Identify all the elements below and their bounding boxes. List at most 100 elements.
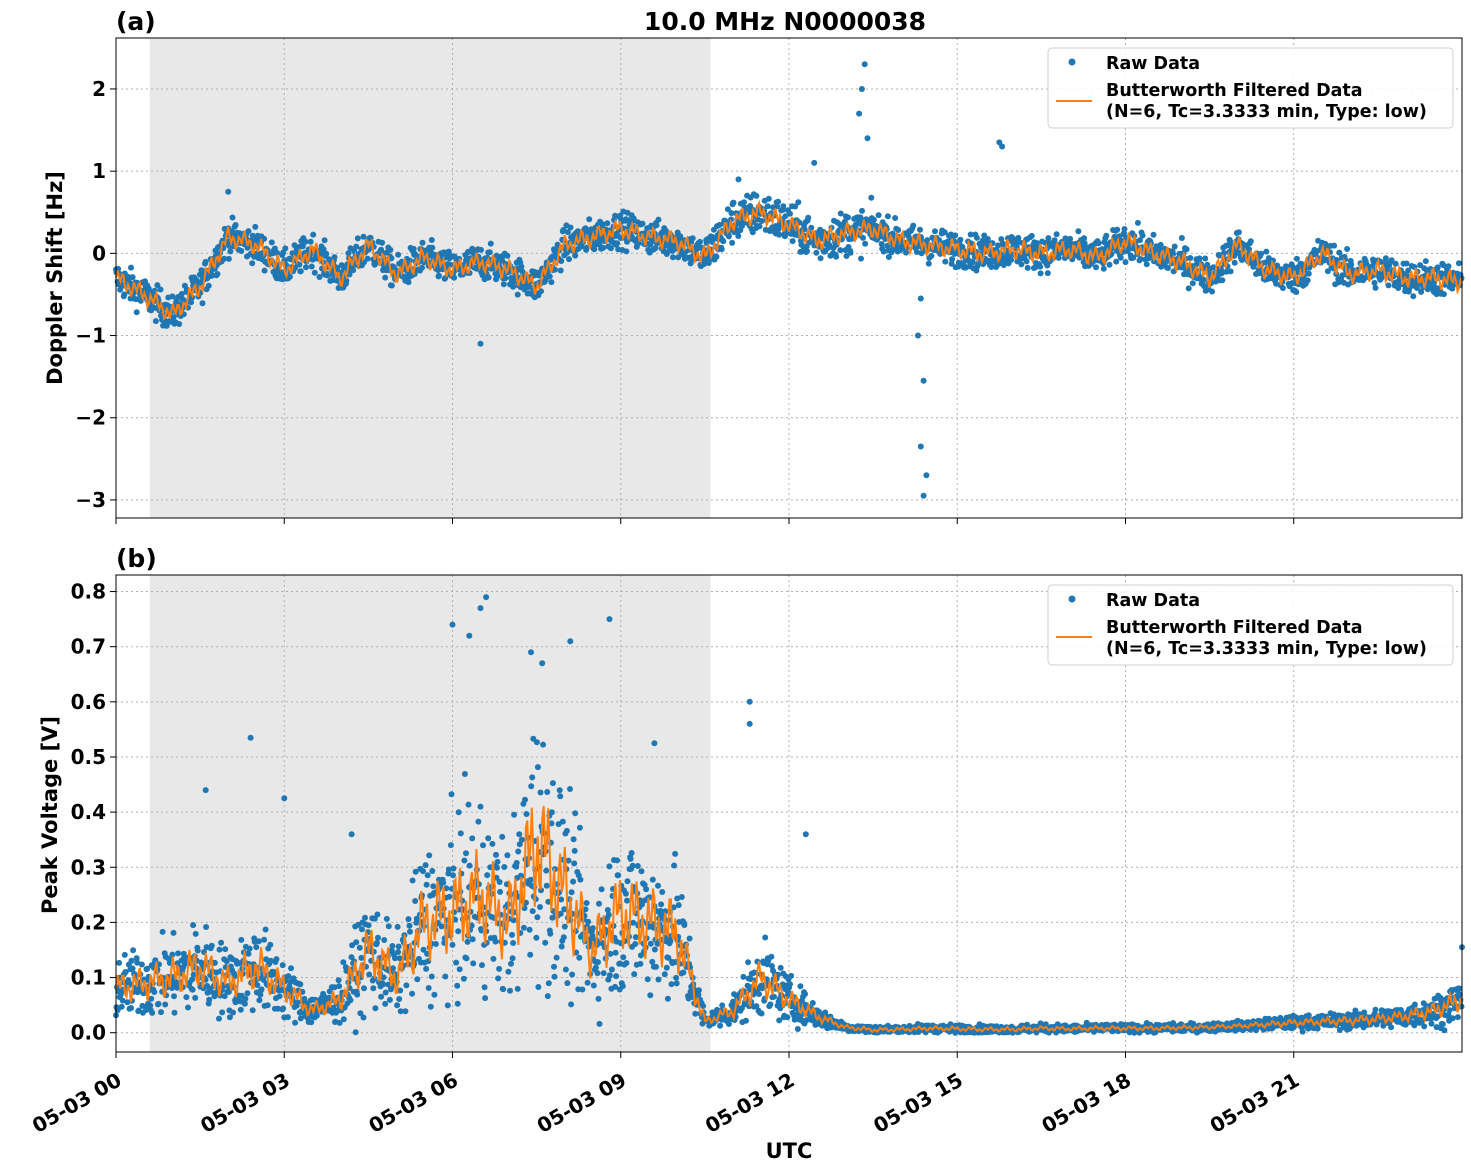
raw-point xyxy=(647,992,654,999)
raw-point xyxy=(741,199,747,206)
raw-point xyxy=(244,244,251,251)
raw-point xyxy=(308,263,315,270)
raw-point xyxy=(1209,288,1215,295)
raw-point xyxy=(1293,289,1300,295)
raw-point xyxy=(361,985,367,992)
raw-point xyxy=(1075,228,1082,235)
y-ticks-a: 210−1−2−3 xyxy=(75,77,116,512)
raw-point xyxy=(499,833,506,840)
raw-point xyxy=(192,930,199,937)
raw-point xyxy=(158,1009,164,1016)
raw-point xyxy=(612,949,619,956)
raw-point xyxy=(423,881,430,888)
raw-point xyxy=(862,240,869,247)
raw-point xyxy=(1106,261,1113,268)
raw-point xyxy=(728,216,734,223)
raw-point xyxy=(121,951,128,958)
raw-point xyxy=(375,934,381,941)
raw-point xyxy=(138,961,145,968)
raw-point xyxy=(606,972,613,979)
raw-point xyxy=(510,940,517,946)
raw-point xyxy=(605,911,612,918)
raw-point xyxy=(245,950,252,957)
raw-point xyxy=(206,996,213,1003)
panel-a: 210−1−2−3 (a) Doppler Shift [Hz] Raw Dat… xyxy=(43,7,1465,524)
raw-point xyxy=(667,938,674,945)
raw-point xyxy=(556,787,563,794)
raw-point xyxy=(988,264,995,270)
raw-point xyxy=(229,214,236,221)
raw-point xyxy=(758,218,765,224)
raw-point xyxy=(292,1019,299,1026)
raw-point xyxy=(758,1010,765,1017)
raw-point xyxy=(558,943,565,950)
raw-point xyxy=(544,789,551,795)
raw-point xyxy=(705,260,712,266)
raw-point xyxy=(903,249,909,256)
raw-point xyxy=(1044,262,1051,269)
raw-point xyxy=(568,889,575,896)
raw-point xyxy=(787,981,793,988)
raw-point xyxy=(570,878,577,885)
raw-point xyxy=(730,199,737,206)
raw-point xyxy=(629,862,636,869)
night-shade-a xyxy=(149,38,711,518)
raw-point xyxy=(1139,232,1146,239)
raw-point xyxy=(453,959,460,966)
raw-point xyxy=(129,965,136,972)
raw-point xyxy=(171,993,177,1000)
raw-point xyxy=(230,1009,236,1016)
raw-point xyxy=(155,1000,162,1007)
raw-point xyxy=(649,876,656,883)
raw-point xyxy=(647,940,654,947)
raw-point xyxy=(1008,256,1015,263)
raw-point xyxy=(500,986,507,993)
raw-point xyxy=(557,267,564,274)
raw-point xyxy=(713,253,720,260)
raw-point xyxy=(379,239,386,246)
raw-point xyxy=(360,1014,367,1021)
raw-point xyxy=(697,238,703,245)
raw-point xyxy=(380,981,387,988)
raw-point xyxy=(607,245,614,252)
raw-point xyxy=(343,277,350,284)
raw-point xyxy=(765,195,772,202)
raw-point xyxy=(469,835,476,842)
raw-point xyxy=(216,1015,222,1022)
raw-point xyxy=(805,214,812,221)
raw-point xyxy=(422,862,429,869)
raw-point xyxy=(492,938,499,945)
raw-point xyxy=(1034,240,1040,247)
raw-point xyxy=(516,831,523,838)
raw-point xyxy=(624,897,630,904)
raw-point xyxy=(586,216,593,223)
raw-point xyxy=(591,246,598,253)
raw-point xyxy=(502,275,509,282)
raw-point xyxy=(569,971,576,978)
raw-point xyxy=(428,973,435,980)
raw-point xyxy=(598,886,605,893)
raw-point xyxy=(419,239,426,246)
raw-point-spike xyxy=(920,492,927,499)
raw-point xyxy=(595,959,601,966)
raw-point xyxy=(256,997,263,1004)
raw-point xyxy=(1227,268,1234,275)
raw-point xyxy=(813,249,820,256)
raw-point xyxy=(700,1003,707,1009)
raw-point xyxy=(672,850,679,857)
raw-point-spike xyxy=(999,143,1006,150)
raw-point xyxy=(299,243,306,250)
raw-point xyxy=(1258,250,1265,257)
raw-point xyxy=(280,1005,287,1012)
raw-point xyxy=(496,965,503,972)
raw-point xyxy=(655,216,662,223)
raw-point xyxy=(1028,232,1035,239)
raw-point xyxy=(500,281,507,288)
raw-point xyxy=(678,894,685,900)
raw-point xyxy=(297,981,304,988)
raw-point xyxy=(221,255,228,262)
raw-point xyxy=(559,818,566,825)
raw-point xyxy=(661,971,668,978)
raw-point xyxy=(571,860,578,867)
raw-point xyxy=(523,811,530,817)
